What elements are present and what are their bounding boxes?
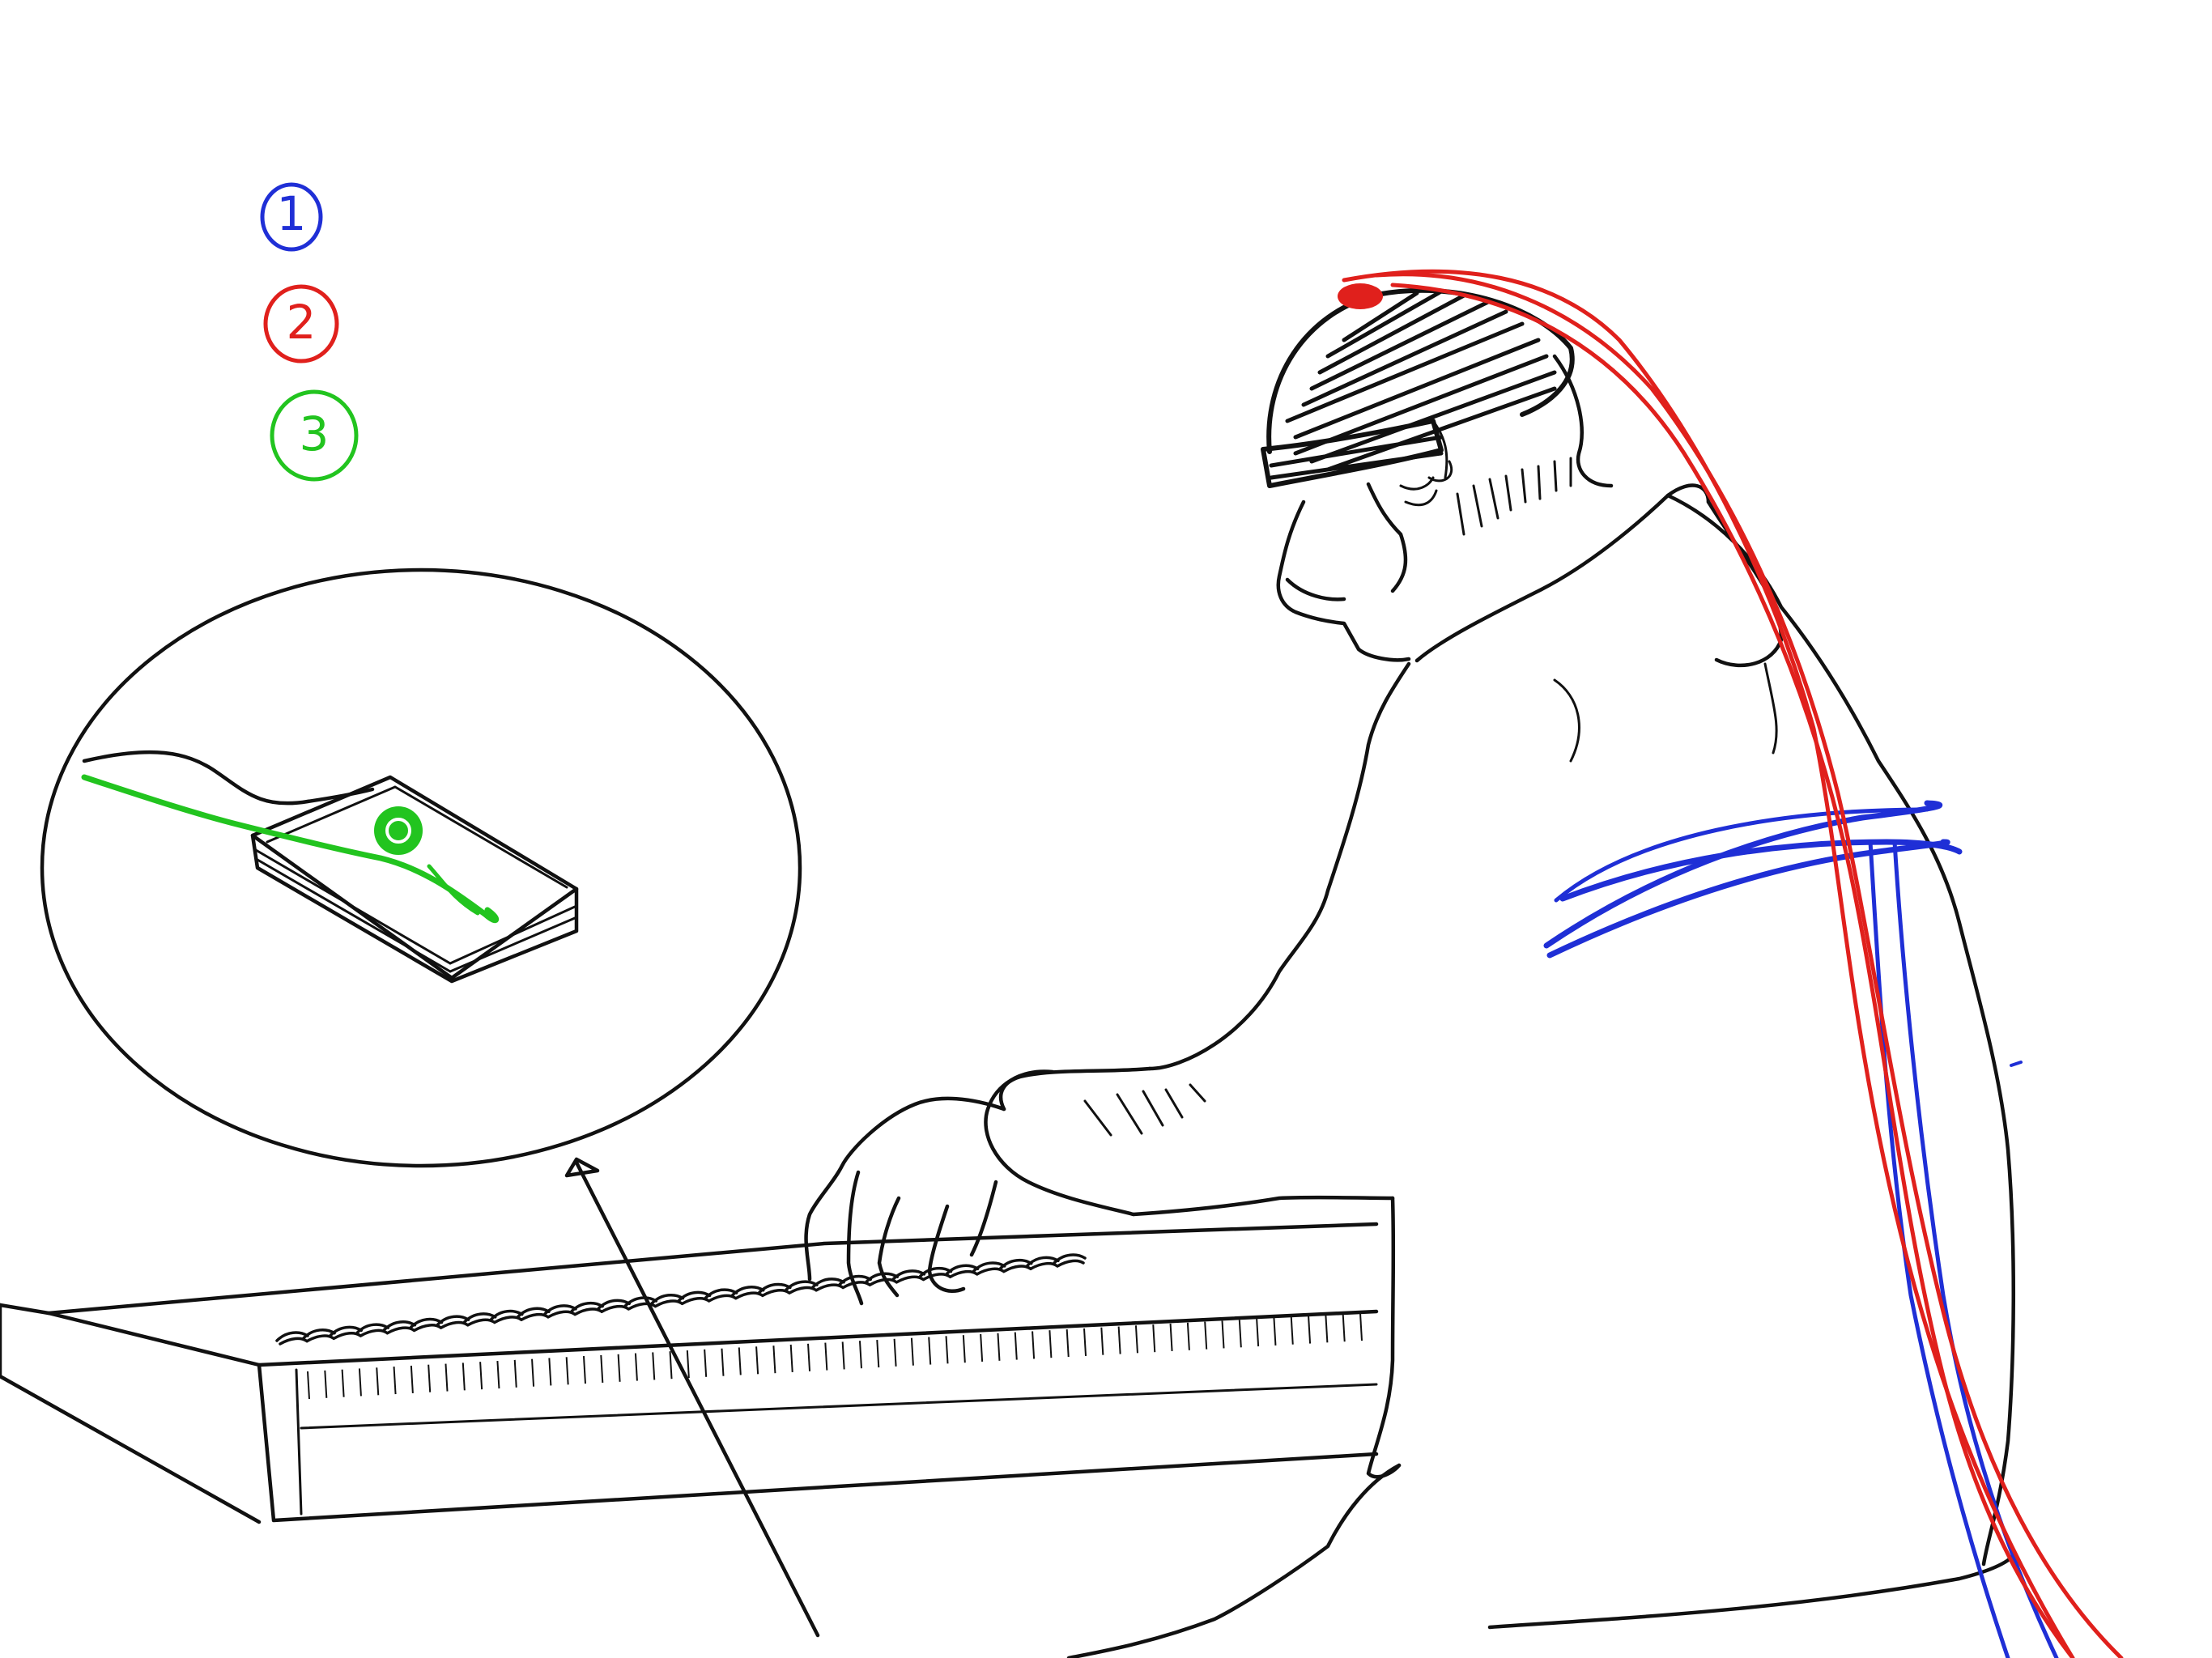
white-key-edge — [721, 1348, 725, 1376]
sustain-pedal-drawing — [250, 775, 579, 984]
legend-label-1: 1 — [277, 186, 307, 241]
white-key-edge — [1359, 1312, 1363, 1341]
white-key-edge — [634, 1353, 638, 1381]
white-key-edge — [1152, 1324, 1156, 1353]
white-key-edge — [1290, 1316, 1294, 1345]
white-key-edge — [945, 1336, 949, 1364]
white-key-edge — [1049, 1330, 1053, 1358]
white-key-edge — [358, 1368, 362, 1397]
white-key-edge — [807, 1343, 811, 1371]
white-key-edge — [1204, 1321, 1208, 1350]
white-key-edge — [789, 1344, 793, 1373]
white-key-edge — [428, 1364, 432, 1392]
white-key-edge — [910, 1337, 914, 1366]
white-key-edge — [1186, 1322, 1190, 1350]
legend-item-2: 2 — [263, 284, 339, 363]
keyboard-keys — [307, 1312, 1363, 1400]
white-key-edge — [1273, 1317, 1277, 1346]
white-key-edge — [410, 1365, 414, 1393]
keyboard-black-keys — [275, 1253, 1087, 1346]
white-key-edge — [582, 1356, 586, 1384]
pianist-torso — [1066, 493, 2017, 1658]
callout-arrow — [564, 1157, 820, 1638]
black-key — [1053, 1253, 1087, 1268]
white-key-edge — [1169, 1323, 1173, 1352]
white-key-edge — [445, 1363, 449, 1392]
white-key-edge — [652, 1352, 656, 1380]
white-key-edge — [928, 1337, 932, 1365]
white-key-edge — [997, 1333, 1001, 1361]
white-key-edge — [1308, 1316, 1312, 1344]
white-key-edge — [772, 1346, 776, 1374]
white-key-edge — [617, 1354, 621, 1382]
pedal-sensor-marker — [374, 806, 423, 855]
white-key-edge — [824, 1342, 828, 1371]
white-key-edge — [1014, 1332, 1018, 1360]
callout-bubble — [40, 568, 802, 1168]
white-key-edge — [376, 1367, 380, 1396]
white-key-edge — [548, 1358, 552, 1386]
white-key-edge — [600, 1354, 604, 1383]
white-key-edge — [496, 1360, 500, 1389]
white-key-edge — [479, 1362, 483, 1390]
white-key-edge — [462, 1363, 466, 1391]
legend-label-3: 3 — [300, 406, 330, 461]
white-key-edge — [1100, 1327, 1104, 1355]
white-key-edge — [513, 1359, 517, 1388]
white-key-edge — [393, 1367, 397, 1395]
beanie-hat — [1261, 287, 1575, 488]
white-key-edge — [893, 1338, 897, 1367]
white-key-edge — [1117, 1326, 1121, 1354]
white-key-edge — [1221, 1320, 1225, 1349]
legend-label-2: 2 — [287, 295, 317, 350]
white-key-edge — [1083, 1328, 1087, 1356]
white-key-edge — [1032, 1331, 1036, 1359]
white-key-edge — [704, 1349, 708, 1377]
pianist-figure — [804, 269, 2124, 1658]
white-key-edge — [1238, 1320, 1242, 1348]
legend: 1 2 3 — [260, 182, 359, 482]
white-key-edge — [341, 1369, 345, 1397]
white-key-edge — [962, 1335, 966, 1363]
white-key-edge — [1325, 1315, 1329, 1343]
pedal-cable-highlight — [81, 774, 500, 924]
chest-strap-marker — [1543, 800, 2059, 1658]
pedal-callout — [40, 568, 802, 1168]
white-key-edge — [876, 1339, 880, 1368]
digital-piano-keyboard — [0, 1222, 1379, 1524]
white-key-edge — [324, 1370, 328, 1398]
pianist-arm — [804, 1066, 1395, 1306]
white-key-edge — [841, 1341, 845, 1370]
white-key-edge — [858, 1341, 862, 1369]
pianist-head — [1276, 354, 1711, 663]
white-key-edge — [669, 1351, 673, 1380]
legend-item-1: 1 — [260, 182, 323, 252]
white-key-edge — [1256, 1319, 1260, 1347]
legend-item-3: 3 — [270, 389, 359, 482]
white-key-edge — [1134, 1325, 1138, 1354]
white-key-edge — [686, 1350, 690, 1379]
white-key-edge — [1066, 1329, 1070, 1358]
white-key-edge — [565, 1357, 569, 1385]
head-sensor-marker — [1338, 269, 2124, 1658]
white-key-edge — [738, 1347, 742, 1375]
white-key-edge — [1342, 1314, 1346, 1342]
white-key-edge — [307, 1371, 310, 1400]
white-key-edge — [755, 1346, 759, 1375]
white-key-edge — [531, 1358, 535, 1387]
white-key-edge — [980, 1333, 984, 1363]
